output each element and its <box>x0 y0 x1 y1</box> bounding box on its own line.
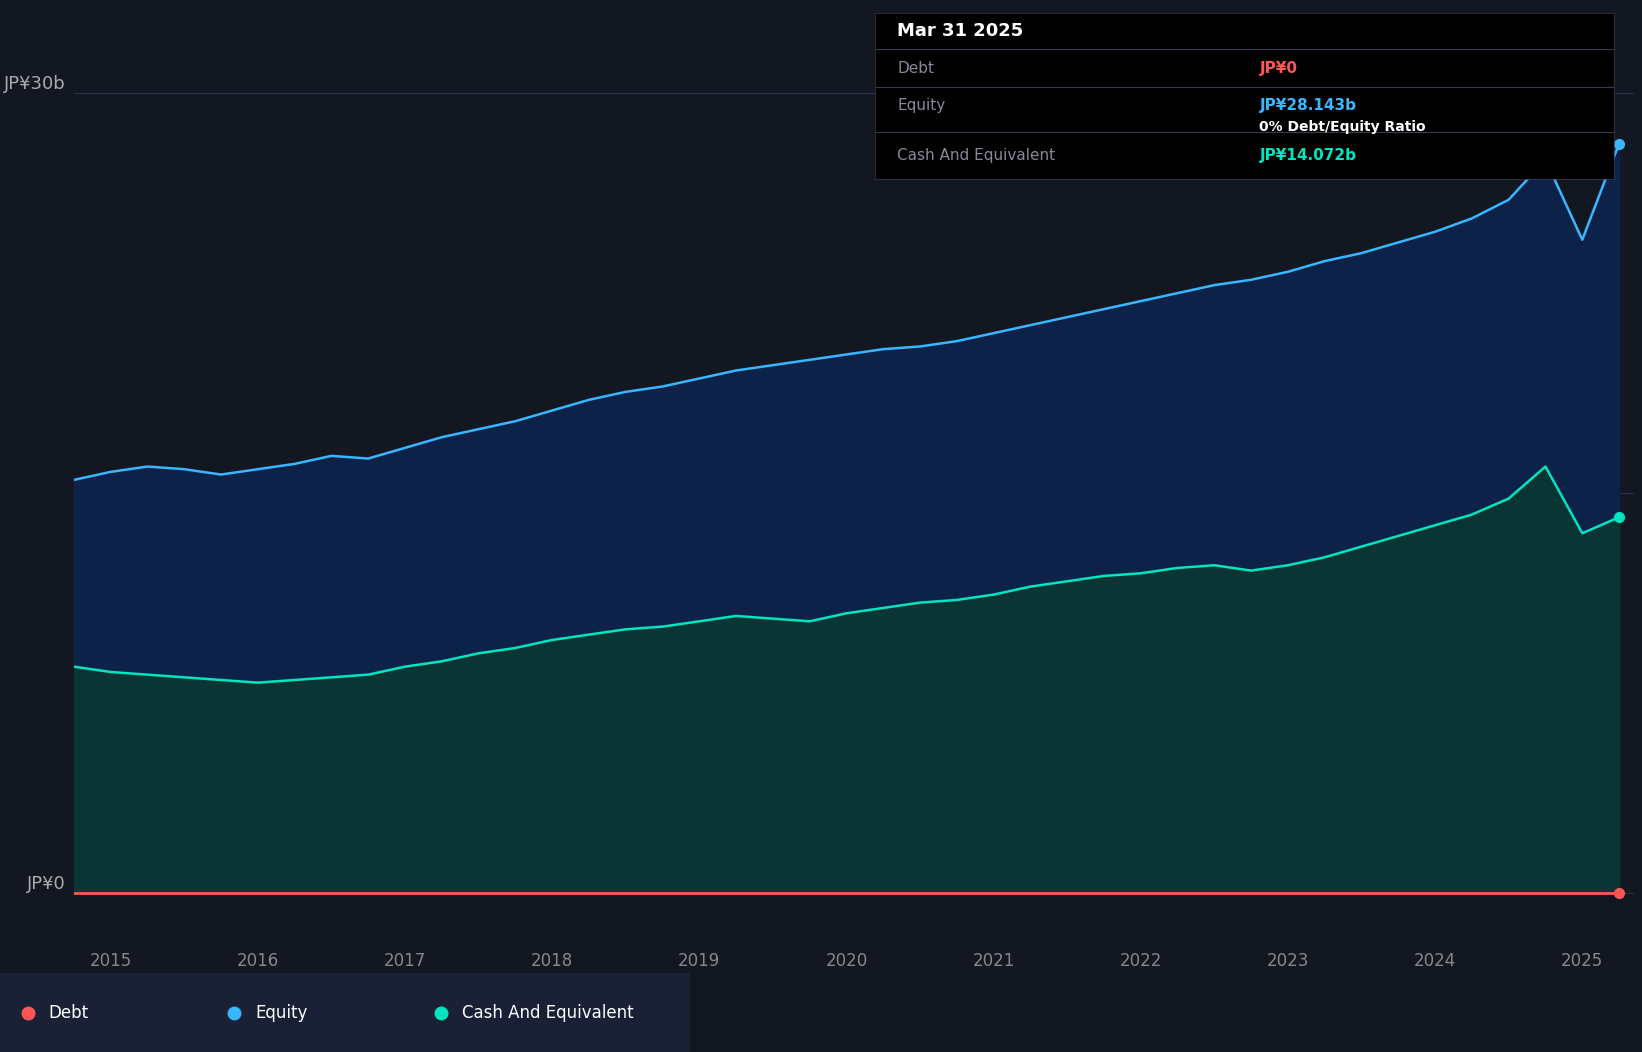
Text: 2024: 2024 <box>1414 952 1456 970</box>
Text: 0% Debt/Equity Ratio: 0% Debt/Equity Ratio <box>1259 120 1425 135</box>
Text: Equity: Equity <box>898 98 946 114</box>
Text: JP¥0: JP¥0 <box>28 875 66 893</box>
Text: 2019: 2019 <box>678 952 721 970</box>
Text: 2017: 2017 <box>384 952 427 970</box>
Text: 2022: 2022 <box>1120 952 1163 970</box>
Text: 2023: 2023 <box>1266 952 1309 970</box>
Text: JP¥28.143b: JP¥28.143b <box>1259 98 1356 114</box>
Text: Equity: Equity <box>255 1004 307 1021</box>
Text: Cash And Equivalent: Cash And Equivalent <box>898 148 1056 163</box>
Text: JP¥30b: JP¥30b <box>5 75 66 93</box>
Text: 2015: 2015 <box>90 952 131 970</box>
Text: Mar 31 2025: Mar 31 2025 <box>898 22 1023 40</box>
Text: 2025: 2025 <box>1562 952 1603 970</box>
Text: 2020: 2020 <box>826 952 867 970</box>
Text: JP¥14.072b: JP¥14.072b <box>1259 148 1356 163</box>
Text: Cash And Equivalent: Cash And Equivalent <box>461 1004 634 1021</box>
Text: Debt: Debt <box>898 61 934 76</box>
Text: 2016: 2016 <box>236 952 279 970</box>
Text: Debt: Debt <box>48 1004 89 1021</box>
Text: 2021: 2021 <box>972 952 1015 970</box>
Text: JP¥0: JP¥0 <box>1259 61 1297 76</box>
Text: 2018: 2018 <box>530 952 573 970</box>
